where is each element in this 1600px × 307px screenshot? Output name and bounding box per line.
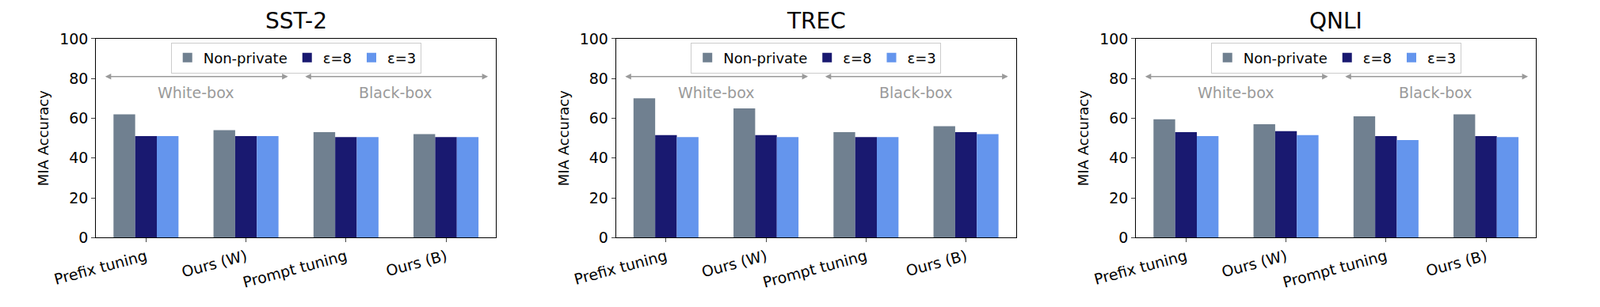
svg-text:0: 0 (1118, 228, 1128, 247)
svg-text:ε=8: ε=8 (323, 49, 352, 67)
svg-text:ε=3: ε=3 (387, 49, 416, 67)
svg-text:SST-2: SST-2 (265, 7, 328, 35)
svg-text:40: 40 (68, 148, 88, 167)
svg-text:Ours (B): Ours (B) (903, 246, 969, 280)
svg-text:Non-private: Non-private (203, 49, 288, 67)
svg-text:ε=3: ε=3 (906, 49, 936, 67)
svg-text:0: 0 (78, 228, 88, 247)
svg-text:Black-box: Black-box (1398, 83, 1473, 102)
svg-text:Non-private: Non-private (723, 49, 808, 67)
svg-text:100: 100 (579, 30, 609, 48)
svg-text:60: 60 (1108, 109, 1128, 127)
svg-text:60: 60 (589, 109, 609, 127)
svg-text:Ours (W): Ours (W) (179, 246, 249, 281)
svg-text:100: 100 (1099, 30, 1128, 48)
svg-text:Black-box: Black-box (358, 83, 433, 102)
svg-text:MIA Accuracy: MIA Accuracy (1074, 90, 1092, 187)
svg-text:White-box: White-box (157, 83, 234, 102)
svg-text:TREC: TREC (786, 7, 846, 35)
svg-text:80: 80 (589, 69, 609, 88)
svg-text:40: 40 (1108, 148, 1128, 167)
svg-text:QNLI: QNLI (1309, 7, 1363, 35)
svg-text:Ours (B): Ours (B) (1424, 246, 1490, 280)
svg-text:Prefix tuning: Prefix tuning (1092, 246, 1189, 288)
svg-text:Prompt tuning: Prompt tuning (240, 246, 349, 291)
svg-text:ε=8: ε=8 (842, 49, 872, 67)
svg-text:Ours (B): Ours (B) (384, 246, 450, 280)
svg-text:Non-private: Non-private (1243, 49, 1328, 67)
svg-text:80: 80 (68, 69, 88, 88)
svg-text:MIA Accuracy: MIA Accuracy (555, 90, 572, 187)
svg-text:80: 80 (1108, 69, 1128, 88)
svg-text:40: 40 (589, 148, 609, 167)
svg-text:White-box: White-box (1197, 83, 1274, 102)
svg-text:100: 100 (59, 30, 88, 48)
svg-text:20: 20 (1108, 189, 1128, 207)
svg-text:0: 0 (598, 228, 609, 247)
svg-text:Prefix tuning: Prefix tuning (52, 246, 149, 288)
svg-text:Prefix tuning: Prefix tuning (571, 246, 669, 288)
svg-text:Black-box: Black-box (879, 83, 953, 102)
svg-text:ε=8: ε=8 (1363, 49, 1392, 67)
svg-text:60: 60 (68, 109, 88, 127)
svg-text:ε=3: ε=3 (1427, 49, 1456, 67)
svg-text:Prompt tuning: Prompt tuning (1280, 246, 1389, 291)
svg-text:Ours (W): Ours (W) (1219, 246, 1289, 281)
svg-text:20: 20 (68, 189, 88, 207)
svg-text:20: 20 (589, 189, 609, 207)
svg-text:Prompt tuning: Prompt tuning (761, 246, 869, 291)
svg-text:MIA Accuracy: MIA Accuracy (34, 90, 52, 187)
svg-text:Ours (W): Ours (W) (699, 246, 769, 281)
svg-text:White-box: White-box (678, 83, 755, 102)
